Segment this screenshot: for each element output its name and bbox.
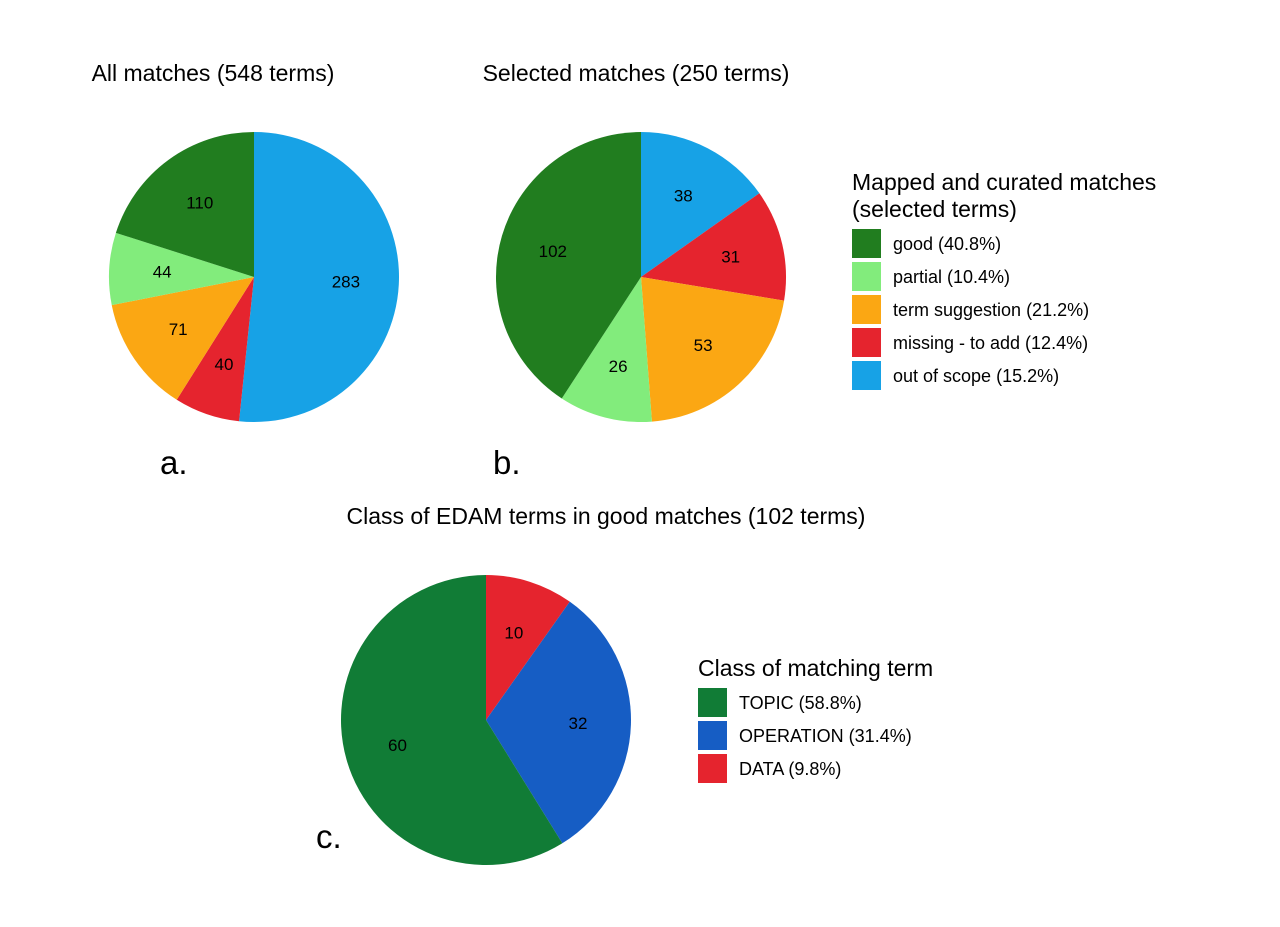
pie-slice-partial	[108, 232, 254, 306]
pie-slice-good	[495, 132, 641, 399]
legend-swatch-out-of-scope	[852, 361, 881, 390]
pie-slice-out-of-scope	[239, 132, 400, 422]
panel-label-c: c.	[316, 818, 342, 855]
pie-c: 10 32 60	[340, 575, 632, 866]
pie-slice-topic	[340, 575, 563, 866]
pie-b: 38 31 53 26 102	[495, 132, 786, 423]
panel-label-a: a.	[160, 444, 188, 481]
pie-slice-out-of-scope	[641, 132, 760, 277]
slice-value-label-data: 10	[504, 623, 523, 642]
legend-swatch-operation	[698, 721, 727, 750]
panel-label-b: b.	[493, 444, 521, 481]
legend-swatch-good	[852, 229, 881, 258]
pie-slice-term-suggestion	[641, 277, 785, 422]
legend-swatch-term-suggestion	[852, 295, 881, 324]
legend-b: Mapped and curated matches (selected ter…	[852, 169, 1156, 390]
legend-label-partial: partial (10.4%)	[893, 267, 1010, 287]
legend-b-items: good (40.8%) partial (10.4%) term suggesti…	[852, 229, 1089, 390]
legend-swatch-partial	[852, 262, 881, 291]
pie-slice-good	[115, 132, 254, 277]
pie-slice-missing-to-add	[641, 193, 786, 301]
chart-panel-b: Selected matches (250 terms) 38 31 53 26 102…	[483, 60, 1157, 481]
legend-label-out-of-scope: out of scope (15.2%)	[893, 366, 1059, 386]
legend-swatch-missing-to-add	[852, 328, 881, 357]
pie-slice-partial	[561, 277, 652, 423]
slice-value-label-good: 110	[186, 194, 213, 213]
slice-value-label-good: 102	[539, 242, 567, 261]
legend-c-title: Class of matching term	[698, 655, 933, 681]
pie-slice-missing-to-add	[176, 277, 254, 422]
legend-label-missing-to-add: missing - to add (12.4%)	[893, 333, 1088, 353]
legend-c: Class of matching term TOPIC (58.8%) OPER…	[698, 655, 933, 783]
pie-a: 283 40 71 44 110	[108, 132, 400, 422]
slice-value-label-missing-to-add: 40	[215, 355, 234, 374]
chart-title-c: Class of EDAM terms in good matches (102…	[347, 503, 866, 529]
legend-swatch-topic	[698, 688, 727, 717]
legend-label-good: good (40.8%)	[893, 234, 1001, 254]
slice-value-label-partial: 44	[153, 263, 172, 282]
slice-value-label-out-of-scope: 38	[674, 186, 693, 205]
slice-value-label-partial: 26	[609, 357, 628, 376]
chart-title-a: All matches (548 terms)	[92, 60, 335, 86]
legend-b-title-line-2: (selected terms)	[852, 196, 1017, 222]
legend-label-topic: TOPIC (58.8%)	[739, 693, 862, 713]
legend-b-title-line-1: Mapped and curated matches	[852, 169, 1156, 195]
chart-title-b: Selected matches (250 terms)	[483, 60, 790, 86]
pie-slice-operation	[486, 601, 632, 844]
slice-value-label-topic: 60	[388, 736, 407, 755]
chart-panel-a: All matches (548 terms) 283 40 71 44 110 a.	[92, 60, 400, 481]
pie-slice-data	[486, 575, 570, 720]
pie-slice-term-suggestion	[111, 277, 255, 400]
legend-swatch-data	[698, 754, 727, 783]
legend-label-term-suggestion: term suggestion (21.2%)	[893, 300, 1089, 320]
slice-value-label-term-suggestion: 71	[169, 320, 188, 339]
legend-label-data: DATA (9.8%)	[739, 759, 841, 779]
slice-value-label-term-suggestion: 53	[694, 336, 713, 355]
slice-value-label-operation: 32	[568, 714, 587, 733]
slice-value-label-out-of-scope: 283	[332, 273, 360, 292]
slice-value-label-missing-to-add: 31	[721, 247, 740, 266]
legend-label-operation: OPERATION (31.4%)	[739, 726, 912, 746]
legend-c-items: TOPIC (58.8%) OPERATION (31.4%) DATA (9.8%…	[698, 688, 912, 783]
chart-panel-c: Class of EDAM terms in good matches (102…	[316, 503, 933, 866]
